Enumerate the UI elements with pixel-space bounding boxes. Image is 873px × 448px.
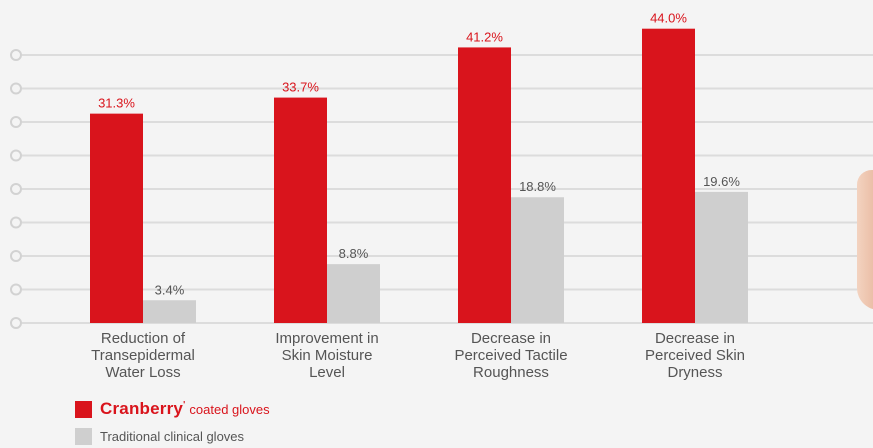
legend-item-cranberry: Cranberry' coated gloves [75,399,270,419]
hand-image [857,170,873,310]
bar-traditional [143,300,196,323]
legend-brand-name: Cranberry' [100,399,186,418]
category-label: Decrease in [655,330,735,347]
category-label: Perceived Tactile [454,347,567,364]
data-label: 19.6% [703,174,740,189]
category-label: Reduction of [101,330,186,347]
bar-cranberry [274,97,327,323]
bar-cranberry [642,28,695,323]
gridline-marker [10,183,22,195]
gridline-marker [10,317,22,329]
gridline-marker [10,283,22,296]
gridline-marker [10,116,22,128]
bar-traditional [511,197,564,323]
data-label: 44.0% [650,11,687,26]
bar-traditional [327,264,380,323]
data-label: 3.4% [155,282,185,297]
category-label: Water Loss [105,364,180,381]
category-label: Level [309,364,345,381]
data-label: 31.3% [98,96,135,111]
category-label: Improvement in [275,330,378,347]
data-label: 8.8% [339,246,369,261]
legend-label-traditional: Traditional clinical gloves [100,429,245,444]
gridline-marker [10,250,22,262]
gridline-marker [10,49,22,61]
legend-label-cranberry: coated gloves [189,401,270,417]
category-label: Skin Moisture [282,347,373,364]
gridline-marker [10,216,22,229]
bar-cranberry [458,47,511,323]
legend-swatch-grey [75,428,92,445]
data-label: 33.7% [282,80,319,95]
category-label: Transepidermal [91,347,195,364]
bar-traditional [695,191,748,323]
data-label: 18.8% [519,179,556,194]
category-label: Perceived Skin [645,347,745,364]
category-label: Decrease in [471,330,551,347]
category-label: Dryness [667,364,722,381]
bar-cranberry [90,113,143,323]
category-label: Roughness [473,364,549,381]
gridline-marker [10,82,22,95]
legend-item-traditional: Traditional clinical gloves [75,428,244,445]
legend-swatch-red [75,400,92,418]
gridline-marker [10,149,22,162]
data-label: 41.2% [466,29,503,44]
